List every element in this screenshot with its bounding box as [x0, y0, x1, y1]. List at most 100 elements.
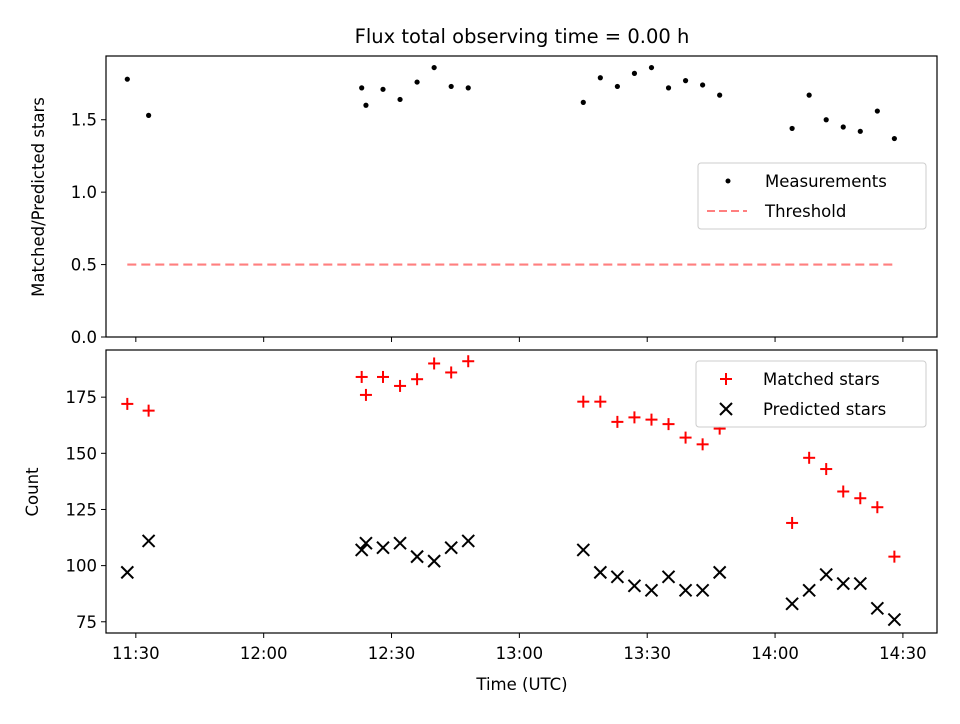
matched-star-point: [428, 357, 441, 370]
top-y-tick-label: 1.5: [71, 111, 97, 130]
predicted-star-point: [593, 565, 608, 580]
matched-star-point: [462, 355, 475, 368]
predicted-star-point: [836, 576, 850, 591]
measurement-point: [465, 85, 471, 91]
matched-star-point: [377, 370, 389, 383]
matched-star-point: [645, 413, 658, 426]
bottom-marks: [120, 355, 902, 627]
top-y-ticks: 0.0 0.5 1.0 1.5: [71, 111, 106, 347]
measurement-point: [717, 92, 723, 98]
predicted-star-point: [819, 567, 833, 582]
predicted-star-point: [870, 601, 885, 616]
matched-star-point: [445, 366, 458, 379]
bottom-x-axis-label: Time (UTC): [475, 675, 567, 694]
bottom-legend: Matched stars Predicted stars: [695, 360, 927, 428]
measurement-point: [874, 108, 880, 114]
predicted-star-point: [785, 597, 799, 611]
matched-star-point: [803, 451, 816, 464]
predicted-star-point: [661, 570, 676, 584]
bottom-legend-box: [695, 360, 927, 428]
bottom-y-axis-label: Count: [23, 467, 42, 517]
x-tick-label: 13:30: [623, 644, 671, 663]
top-y-axis-label: Matched/Predicted stars: [29, 97, 48, 297]
measurement-point: [146, 112, 152, 118]
measurement-point: [380, 86, 386, 92]
bottom-x-ticks: 11:30 12:00 12:30 13:00 13:30 14:00 14:30: [112, 633, 927, 663]
top-y-tick-label: 0.0: [71, 328, 97, 347]
matched-star-point: [679, 431, 692, 444]
measurement-point: [614, 83, 620, 90]
top-y-tick-label: 1.0: [71, 183, 97, 202]
top-panel: Flux total observing time = 0.00 h Match…: [29, 25, 938, 347]
matched-star-point: [359, 388, 372, 401]
top-axes-frame: [105, 55, 938, 338]
top-legend: Measurements Threshold: [697, 162, 927, 230]
bottom-y-tick-label: 150: [66, 444, 98, 463]
bottom-y-tick-label: 175: [66, 388, 98, 407]
x-tick-label: 13:00: [496, 644, 544, 663]
predicted-star-point: [678, 583, 693, 598]
measurement-point: [124, 76, 130, 82]
legend-matched-label: Matched stars: [763, 370, 880, 389]
top-y-tick-label: 0.5: [71, 256, 97, 275]
measurement-point: [448, 83, 454, 90]
legend-measurements-label: Measurements: [765, 172, 887, 191]
predicted-star-point: [393, 536, 407, 550]
measurement-point: [823, 117, 829, 123]
measurement-point: [597, 75, 603, 81]
matched-star-point: [611, 415, 624, 428]
matched-star-point: [355, 370, 368, 383]
predicted-star-point: [610, 570, 625, 584]
predicted-star-point: [410, 549, 424, 564]
predicted-star-point: [802, 583, 816, 598]
x-tick-label: 14:00: [751, 644, 799, 663]
top-title: Flux total observing time = 0.00 h: [355, 25, 690, 48]
matched-star-point: [888, 550, 901, 563]
matched-star-point: [628, 411, 641, 424]
measurement-point: [840, 124, 846, 130]
matched-star-point: [411, 373, 424, 386]
legend-predicted-marker: [719, 402, 733, 416]
x-tick-label: 11:30: [112, 644, 160, 663]
bottom-axes-frame: [105, 349, 938, 634]
legend-threshold-label: Threshold: [764, 202, 846, 221]
matched-star-point: [142, 404, 155, 417]
predicted-star-point: [120, 565, 135, 580]
measurement-point: [857, 128, 863, 134]
legend-measurements-marker: [725, 178, 731, 184]
predicted-star-point: [695, 583, 710, 598]
predicted-star-point: [887, 612, 902, 627]
top-legend-box: [697, 162, 927, 230]
predicted-star-point: [461, 534, 475, 548]
predicted-star-point: [141, 534, 156, 548]
predicted-star-point: [853, 576, 867, 591]
predicted-star-point: [627, 579, 642, 593]
measurement-point: [431, 64, 437, 71]
matched-star-point: [820, 463, 833, 476]
matched-star-point: [837, 485, 850, 498]
bottom-y-tick-label: 75: [76, 613, 97, 632]
matched-star-point: [786, 516, 799, 529]
predicted-star-point: [354, 543, 369, 557]
measurement-point: [631, 70, 638, 76]
measurement-point: [414, 79, 420, 85]
x-tick-label: 12:30: [368, 644, 416, 663]
matched-star-point: [594, 395, 607, 408]
x-tick-label: 14:30: [879, 644, 927, 663]
predicted-star-point: [576, 543, 590, 557]
bottom-y-tick-label: 100: [66, 557, 98, 576]
predicted-star-point: [644, 583, 659, 598]
legend-matched-marker: [720, 373, 732, 385]
measurement-point: [359, 85, 365, 91]
measurement-point: [580, 99, 586, 105]
measurement-point: [700, 82, 706, 88]
matched-star-point: [696, 438, 709, 451]
matched-star-point: [394, 379, 407, 392]
predicted-star-point: [376, 540, 390, 555]
measurement-point: [665, 85, 672, 91]
top-x-ticks: [135, 337, 904, 342]
x-tick-label: 12:00: [240, 644, 288, 663]
bottom-y-ticks: 75 100 125 150 175: [66, 388, 106, 632]
predicted-star-point: [359, 536, 373, 550]
matched-star-point: [662, 418, 675, 431]
